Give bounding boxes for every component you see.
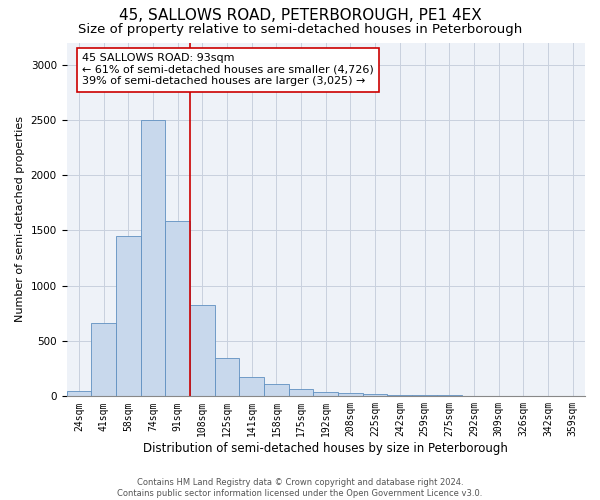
Bar — [67, 391, 91, 396]
Text: Contains HM Land Registry data © Crown copyright and database right 2024.
Contai: Contains HM Land Registry data © Crown c… — [118, 478, 482, 498]
Bar — [215, 358, 239, 397]
Bar — [165, 220, 190, 396]
Bar — [289, 389, 313, 396]
Bar — [412, 395, 437, 396]
Text: Size of property relative to semi-detached houses in Peterborough: Size of property relative to semi-detach… — [78, 22, 522, 36]
Bar — [190, 304, 215, 396]
Text: 45, SALLOWS ROAD, PETERBOROUGH, PE1 4EX: 45, SALLOWS ROAD, PETERBOROUGH, PE1 4EX — [119, 8, 481, 22]
Y-axis label: Number of semi-detached properties: Number of semi-detached properties — [15, 116, 25, 322]
Bar — [91, 324, 116, 396]
Bar — [338, 393, 363, 396]
Bar — [239, 377, 264, 396]
Bar — [116, 236, 140, 396]
Bar — [388, 394, 412, 396]
Bar — [313, 392, 338, 396]
Bar — [264, 384, 289, 396]
Bar — [363, 394, 388, 396]
Text: 45 SALLOWS ROAD: 93sqm
← 61% of semi-detached houses are smaller (4,726)
39% of : 45 SALLOWS ROAD: 93sqm ← 61% of semi-det… — [82, 53, 374, 86]
X-axis label: Distribution of semi-detached houses by size in Peterborough: Distribution of semi-detached houses by … — [143, 442, 508, 455]
Bar — [140, 120, 165, 396]
